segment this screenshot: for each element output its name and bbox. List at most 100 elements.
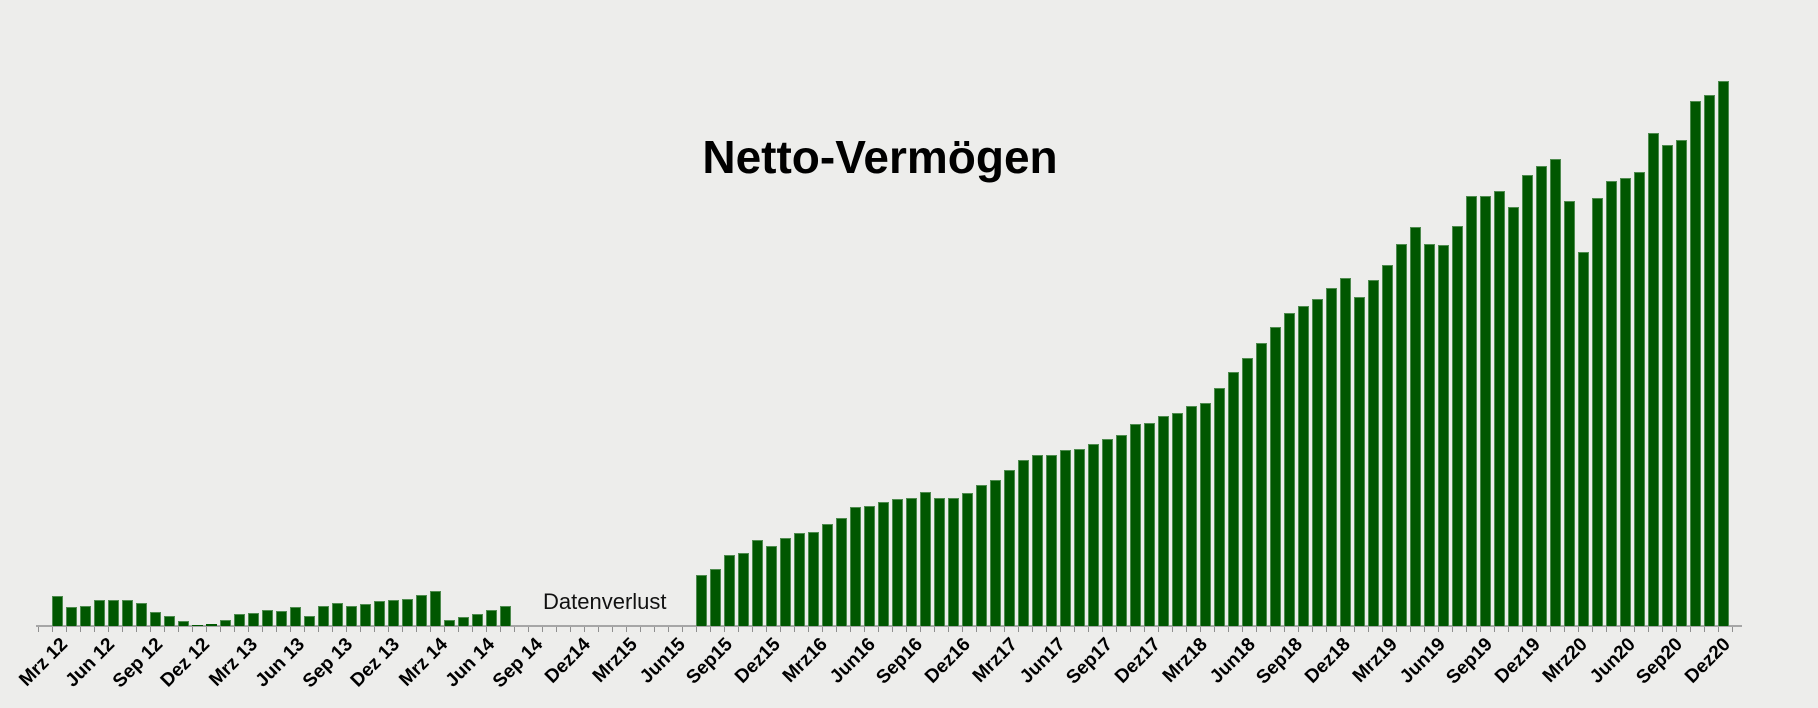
x-axis-label: Dez18: [1300, 634, 1355, 688]
axis-tick: [1424, 627, 1425, 632]
axis-tick: [836, 627, 837, 632]
axis-tick: [1732, 627, 1733, 632]
axis-tick: [1634, 627, 1635, 632]
axis-tick: [1032, 627, 1033, 632]
axis-tick: [360, 627, 361, 632]
bar: [1704, 95, 1715, 626]
bar: [206, 623, 217, 626]
axis-tick: [892, 627, 893, 632]
axis-tick: [1578, 627, 1579, 632]
bar: [164, 616, 175, 626]
axis-tick: [710, 627, 711, 632]
bar: [1102, 439, 1113, 626]
x-axis-label: Jun16: [825, 634, 880, 688]
x-axis-label: Jun 13: [251, 634, 310, 692]
bar: [724, 555, 735, 626]
axis-tick: [1438, 627, 1439, 632]
axis-tick: [1452, 627, 1453, 632]
axis-tick: [150, 627, 151, 632]
axis-tick: [1242, 627, 1243, 632]
axis-tick: [38, 627, 39, 632]
axis-tick: [822, 627, 823, 632]
axis-tick: [934, 627, 935, 632]
axis-tick: [612, 627, 613, 632]
axis-tick: [1130, 627, 1131, 632]
bar: [892, 499, 903, 626]
axis-tick: [122, 627, 123, 632]
axis-tick: [1340, 627, 1341, 632]
axis-tick: [1466, 627, 1467, 632]
bar: [458, 617, 469, 626]
axis-tick: [318, 627, 319, 632]
axis-tick: [402, 627, 403, 632]
axis-tick: [500, 627, 501, 632]
bar: [1508, 207, 1519, 626]
bar: [1648, 133, 1659, 626]
axis-tick: [192, 627, 193, 632]
x-axis-label: Sep 12: [108, 634, 167, 693]
bar: [276, 611, 287, 626]
bar: [808, 532, 819, 626]
axis-tick: [486, 627, 487, 632]
bar: [1690, 101, 1701, 626]
x-axis-label: Sep17: [1062, 634, 1117, 689]
axis-tick: [1410, 627, 1411, 632]
bar: [360, 604, 371, 626]
bar: [780, 538, 791, 626]
bar: [1354, 297, 1365, 626]
bar: [1536, 166, 1547, 626]
axis-tick: [1060, 627, 1061, 632]
axis-tick: [430, 627, 431, 632]
x-axis-line: [36, 625, 1742, 627]
axis-tick: [472, 627, 473, 632]
axis-tick: [374, 627, 375, 632]
axis-tick: [1550, 627, 1551, 632]
x-axis-label: Dez14: [540, 634, 595, 688]
axis-tick: [1662, 627, 1663, 632]
x-axis-label: Sep18: [1252, 634, 1307, 689]
axis-tick: [1564, 627, 1565, 632]
bar: [1046, 455, 1057, 626]
bar: [1074, 449, 1085, 626]
bar: [1032, 455, 1043, 626]
bar: [1228, 372, 1239, 626]
bar: [1480, 196, 1491, 626]
axis-tick: [1606, 627, 1607, 632]
x-axis-label: Mrz15: [588, 634, 642, 687]
axis-tick: [1018, 627, 1019, 632]
x-axis-label: Mrz17: [968, 634, 1022, 687]
bar: [416, 594, 427, 626]
bar: [262, 609, 273, 626]
axis-tick: [1354, 627, 1355, 632]
axis-tick: [206, 627, 207, 632]
bar: [738, 553, 749, 626]
axis-tick: [766, 627, 767, 632]
axis-tick: [1158, 627, 1159, 632]
axis-tick: [1284, 627, 1285, 632]
bar: [1382, 265, 1393, 626]
x-axis-label: Dez15: [730, 634, 785, 688]
bar: [1620, 178, 1631, 626]
axis-tick: [290, 627, 291, 632]
bar: [108, 599, 119, 626]
axis-tick: [458, 627, 459, 632]
axis-tick: [570, 627, 571, 632]
x-axis-label: Sep20: [1632, 634, 1687, 689]
axis-tick: [1704, 627, 1705, 632]
axis-tick: [654, 627, 655, 632]
bar: [1522, 175, 1533, 626]
bar: [1256, 343, 1267, 626]
x-axis-label: Mrz20: [1538, 634, 1592, 687]
bar: [388, 600, 399, 626]
bar: [444, 620, 455, 626]
bar: [1004, 470, 1015, 626]
x-axis-label: Jun 14: [441, 634, 500, 692]
axis-tick: [1004, 627, 1005, 632]
bar: [1634, 172, 1645, 626]
axis-tick: [696, 627, 697, 632]
axis-tick: [80, 627, 81, 632]
bar: [1018, 460, 1029, 626]
bar: [836, 518, 847, 626]
x-axis-label: Dez16: [920, 634, 975, 688]
